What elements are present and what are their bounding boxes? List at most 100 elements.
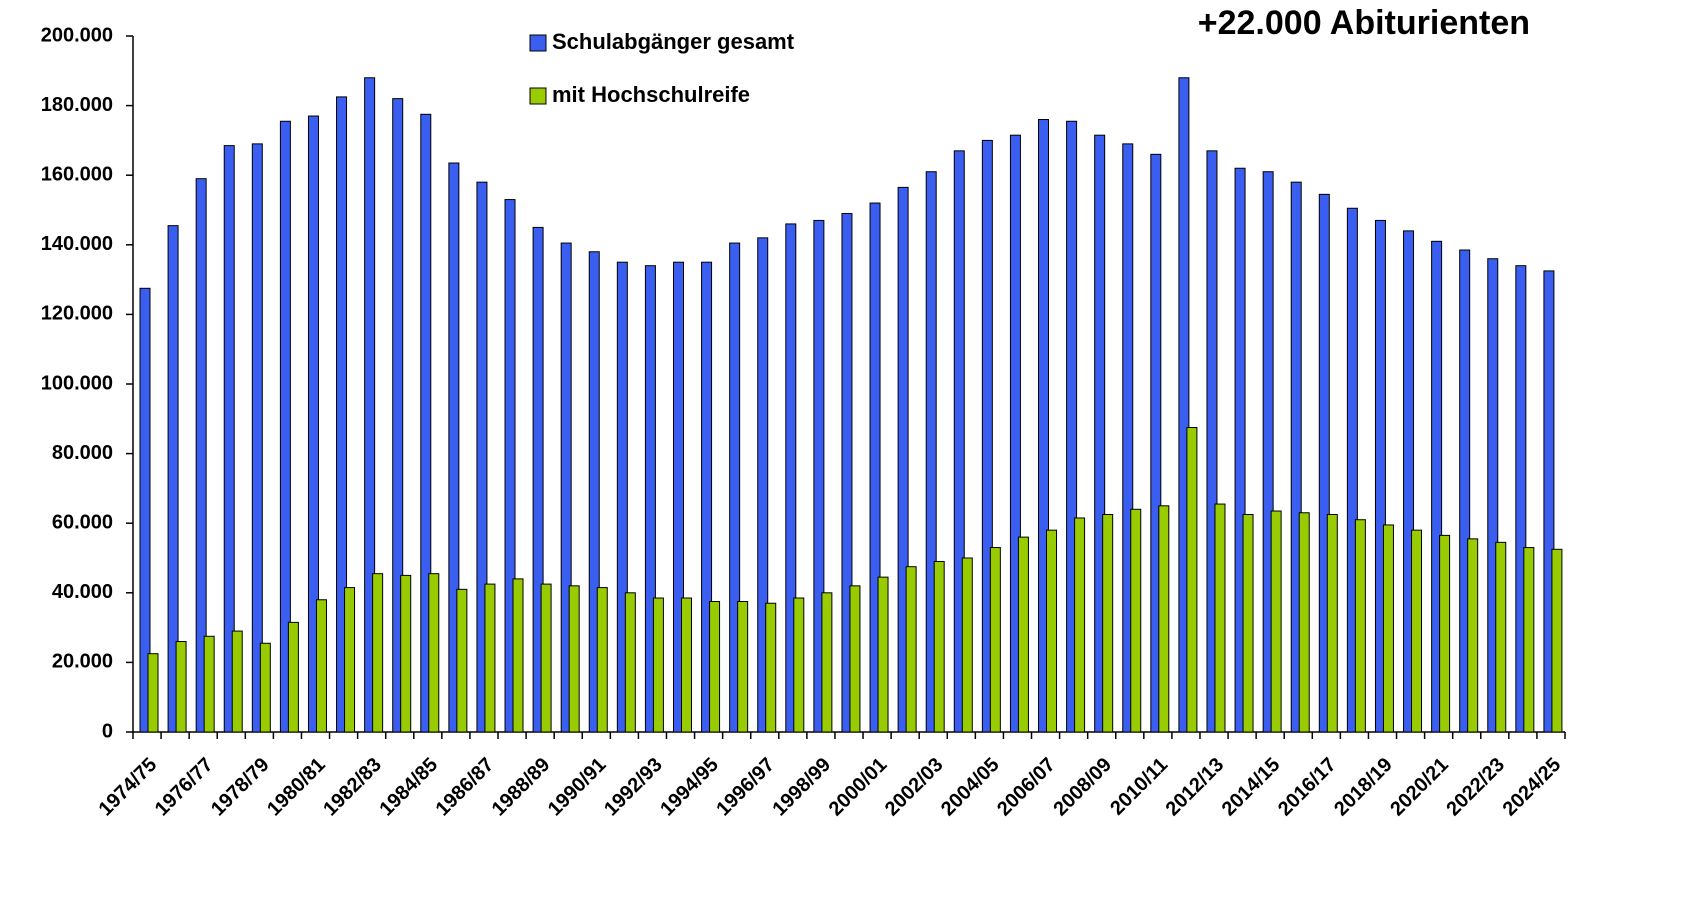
bar xyxy=(560,242,572,733)
bar xyxy=(307,115,319,733)
bar xyxy=(147,653,159,733)
bar xyxy=(1158,505,1170,733)
bar xyxy=(701,261,713,733)
y-tick-label: 80.000 xyxy=(52,442,113,464)
bar xyxy=(877,576,889,733)
bar xyxy=(1459,249,1471,733)
bar xyxy=(223,145,235,733)
y-tick-label: 0 xyxy=(102,720,113,742)
x-tick-label: 1986/87 xyxy=(432,754,499,821)
bar xyxy=(953,150,965,733)
bar xyxy=(540,583,552,733)
bar xyxy=(315,599,327,733)
bar xyxy=(737,601,749,733)
chart-title: +22.000 Abiturienten xyxy=(1198,4,1530,42)
bar xyxy=(1523,547,1535,733)
bar xyxy=(231,630,243,733)
bar xyxy=(644,265,656,733)
y-tick-label: 20.000 xyxy=(52,651,113,673)
bar xyxy=(504,199,516,733)
x-tick-label: 1974/75 xyxy=(95,754,162,821)
bar xyxy=(1122,143,1134,733)
bar xyxy=(1206,150,1218,733)
x-tick-label: 2004/05 xyxy=(937,754,1004,821)
bar xyxy=(596,587,608,733)
legend-label: Schulabgänger gesamt xyxy=(552,29,795,54)
bar xyxy=(1403,230,1415,733)
bar xyxy=(1515,265,1527,733)
x-tick-label: 1990/91 xyxy=(544,754,611,821)
bar xyxy=(1178,77,1190,733)
bar xyxy=(1551,548,1563,733)
bar xyxy=(925,171,937,733)
bar xyxy=(849,585,861,733)
bar xyxy=(1234,167,1246,733)
bar xyxy=(532,226,544,733)
bar xyxy=(588,251,600,733)
x-tick-label: 1994/95 xyxy=(656,754,723,821)
bar xyxy=(336,96,348,733)
legend-swatch xyxy=(529,87,547,105)
bar xyxy=(989,547,1001,733)
bar xyxy=(484,583,496,733)
bar xyxy=(476,181,488,733)
bar xyxy=(765,602,777,733)
x-tick-label: 2000/01 xyxy=(825,754,892,821)
x-tick-label: 1978/79 xyxy=(207,754,274,821)
bar xyxy=(1318,193,1330,733)
bar xyxy=(259,642,271,733)
bar xyxy=(1382,524,1394,733)
x-tick-label: 2008/09 xyxy=(1049,754,1116,821)
y-tick-label: 40.000 xyxy=(52,581,113,603)
x-tick-label: 2022/23 xyxy=(1442,754,1509,821)
bar xyxy=(961,557,973,733)
x-tick-label: 1982/83 xyxy=(319,754,386,821)
bar xyxy=(195,178,207,733)
bar xyxy=(1262,171,1274,733)
x-tick-label: 2016/17 xyxy=(1274,754,1341,821)
bar xyxy=(1094,134,1106,733)
y-tick-label: 120.000 xyxy=(41,303,113,325)
bar xyxy=(841,212,853,733)
bar xyxy=(1066,120,1078,733)
bar xyxy=(512,578,524,733)
bar xyxy=(785,223,797,733)
bar xyxy=(1354,519,1366,733)
y-tick-label: 60.000 xyxy=(52,511,113,533)
bar xyxy=(933,560,945,733)
x-tick-label: 1998/99 xyxy=(769,754,836,821)
bar xyxy=(568,585,580,733)
bar xyxy=(1150,153,1162,733)
x-tick-label: 2010/11 xyxy=(1106,754,1172,820)
legend-label: mit Hochschulreife xyxy=(552,82,750,107)
x-tick-label: 1980/81 xyxy=(263,754,330,821)
x-tick-label: 2006/07 xyxy=(993,754,1060,821)
bar xyxy=(167,225,179,733)
bar xyxy=(456,588,468,733)
bar xyxy=(1186,427,1198,733)
bar xyxy=(1298,512,1310,733)
bar xyxy=(175,641,187,733)
y-tick-label: 100.000 xyxy=(41,372,113,394)
bar xyxy=(793,597,805,733)
bar xyxy=(344,587,356,733)
bar xyxy=(139,287,151,733)
x-tick-label: 2002/03 xyxy=(881,754,948,821)
bar xyxy=(1326,514,1338,733)
bar xyxy=(981,139,993,733)
bar xyxy=(813,219,825,733)
bar xyxy=(392,98,404,733)
x-tick-label: 2014/15 xyxy=(1218,754,1285,821)
bar xyxy=(400,574,412,733)
bar xyxy=(287,621,299,733)
bar xyxy=(757,237,769,733)
bar xyxy=(420,113,432,733)
bar xyxy=(279,120,291,733)
x-tick-label: 2024/25 xyxy=(1499,754,1566,821)
x-tick-label: 2020/21 xyxy=(1386,754,1453,821)
y-tick-label: 160.000 xyxy=(41,163,113,185)
bar xyxy=(448,162,460,733)
bar xyxy=(1214,503,1226,733)
